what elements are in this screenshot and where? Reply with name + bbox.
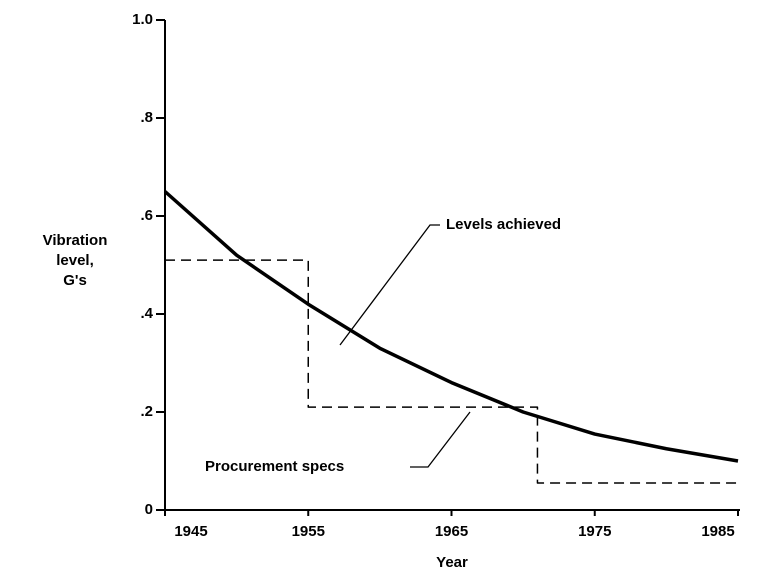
x-tick-label: 1965 <box>435 523 468 540</box>
y-axis-label: level, <box>56 252 94 269</box>
y-tick-label: 0 <box>145 501 153 518</box>
x-tick-label: 1955 <box>292 523 325 540</box>
y-tick-label: .6 <box>140 207 153 224</box>
x-tick-label: 1945 <box>174 523 207 540</box>
y-tick-label: .2 <box>140 403 153 420</box>
x-tick-label: 1975 <box>578 523 611 540</box>
y-axis-label: G's <box>63 272 87 289</box>
y-tick-label: 1.0 <box>132 11 153 28</box>
annotation: Procurement specs <box>205 458 344 475</box>
leader-line <box>339 224 440 346</box>
y-axis-label: Vibration <box>43 232 108 249</box>
x-axis-label: Year <box>436 554 468 571</box>
series-line <box>165 259 738 484</box>
x-tick-label: 1985 <box>701 523 734 540</box>
y-tick-label: .8 <box>140 109 153 126</box>
y-tick-label: .4 <box>140 305 153 322</box>
series-line <box>163 190 739 463</box>
annotation: Levels achieved <box>446 216 561 233</box>
leader-line <box>410 411 471 468</box>
